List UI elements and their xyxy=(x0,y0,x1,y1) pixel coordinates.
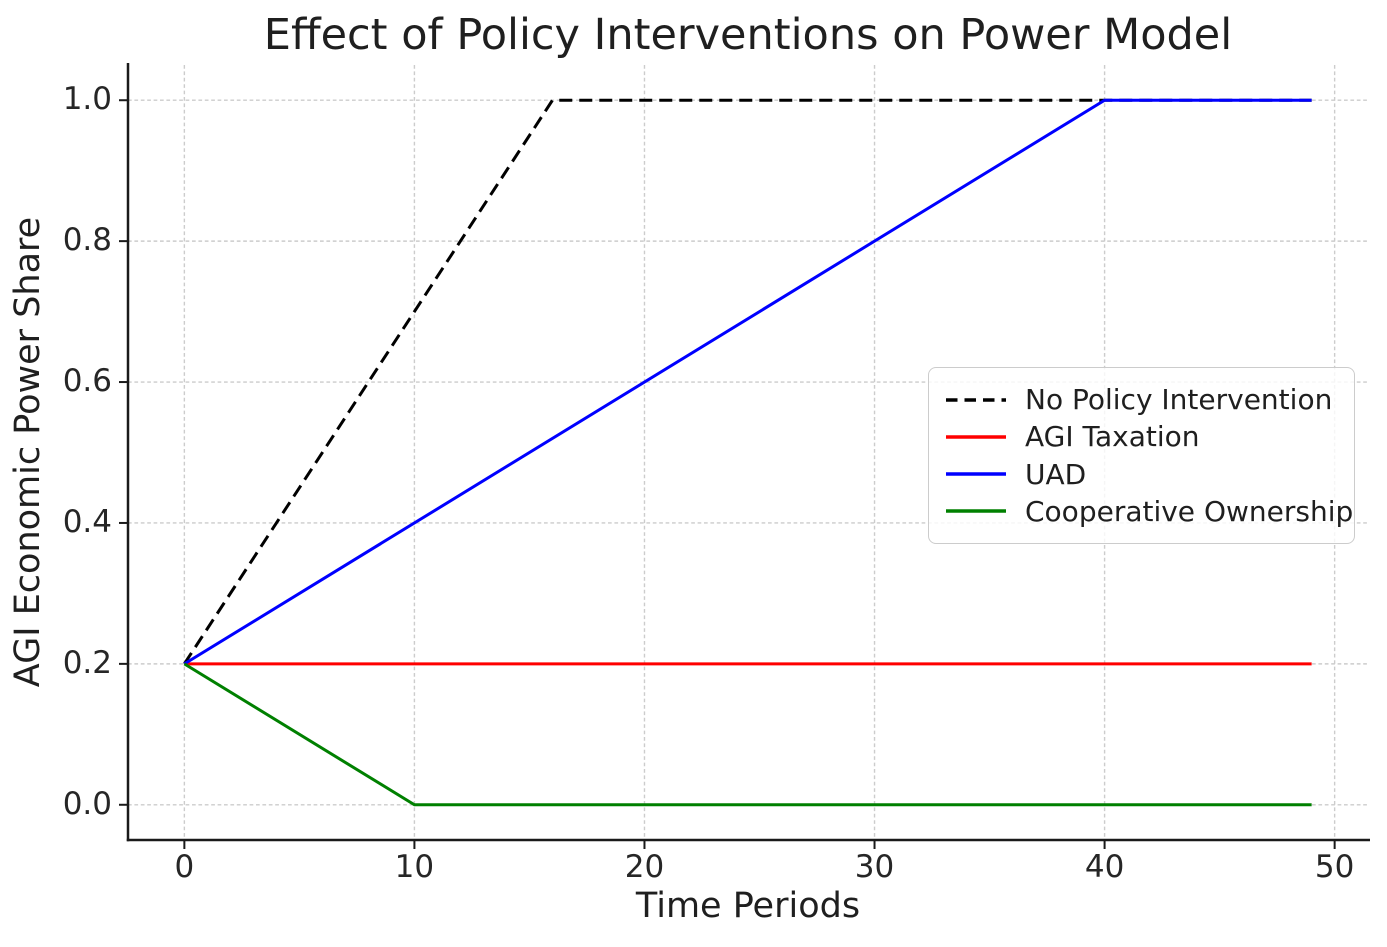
x-tick-label: 10 xyxy=(394,849,435,885)
legend-item-agi-taxation: AGI Taxation xyxy=(945,420,1334,453)
x-tick-label: 50 xyxy=(1314,849,1355,885)
legend-item-uad: UAD xyxy=(945,458,1334,491)
tick-marks xyxy=(119,99,1336,849)
legend-line-sample-icon xyxy=(946,509,1006,514)
legend-label: UAD xyxy=(1025,457,1087,491)
legend: No Policy Intervention AGI Taxation UAD … xyxy=(928,367,1355,544)
y-tick-label: 0.0 xyxy=(62,785,112,822)
x-tick-label: 40 xyxy=(1084,849,1125,885)
y-tick-label: 0.2 xyxy=(62,644,112,681)
x-tick-label: 0 xyxy=(174,849,195,885)
legend-label: Cooperative Ownership xyxy=(1025,494,1354,528)
legend-item-cooperative-ownership: Cooperative Ownership xyxy=(945,495,1353,528)
axes-spines xyxy=(126,63,1370,842)
x-tick-label: 20 xyxy=(624,849,665,885)
series-line-uad xyxy=(183,98,1312,666)
y-tick-label: 0.4 xyxy=(62,503,112,540)
legend-line-sample-icon xyxy=(946,397,1006,402)
legend-line-sample-icon xyxy=(946,435,1006,439)
legend-label: AGI Taxation xyxy=(1025,420,1200,454)
legend-label: No Policy Intervention xyxy=(1025,383,1333,416)
legend-item-no-policy-intervention: No Policy Intervention xyxy=(945,383,1334,416)
y-tick-label: 1.0 xyxy=(62,81,112,118)
series-line-cooperative-ownership xyxy=(183,662,1312,807)
y-tick-label: 0.8 xyxy=(62,222,112,259)
x-tick-label: 30 xyxy=(854,849,895,885)
chart-title: Effect of Policy Interventions on Power … xyxy=(263,10,1233,60)
legend-line-sample-icon xyxy=(946,472,1006,476)
y-tick-label: 0.6 xyxy=(62,363,112,400)
series-line-no-policy-intervention xyxy=(183,98,1312,665)
x-axis-label: Time Periods xyxy=(635,886,861,926)
